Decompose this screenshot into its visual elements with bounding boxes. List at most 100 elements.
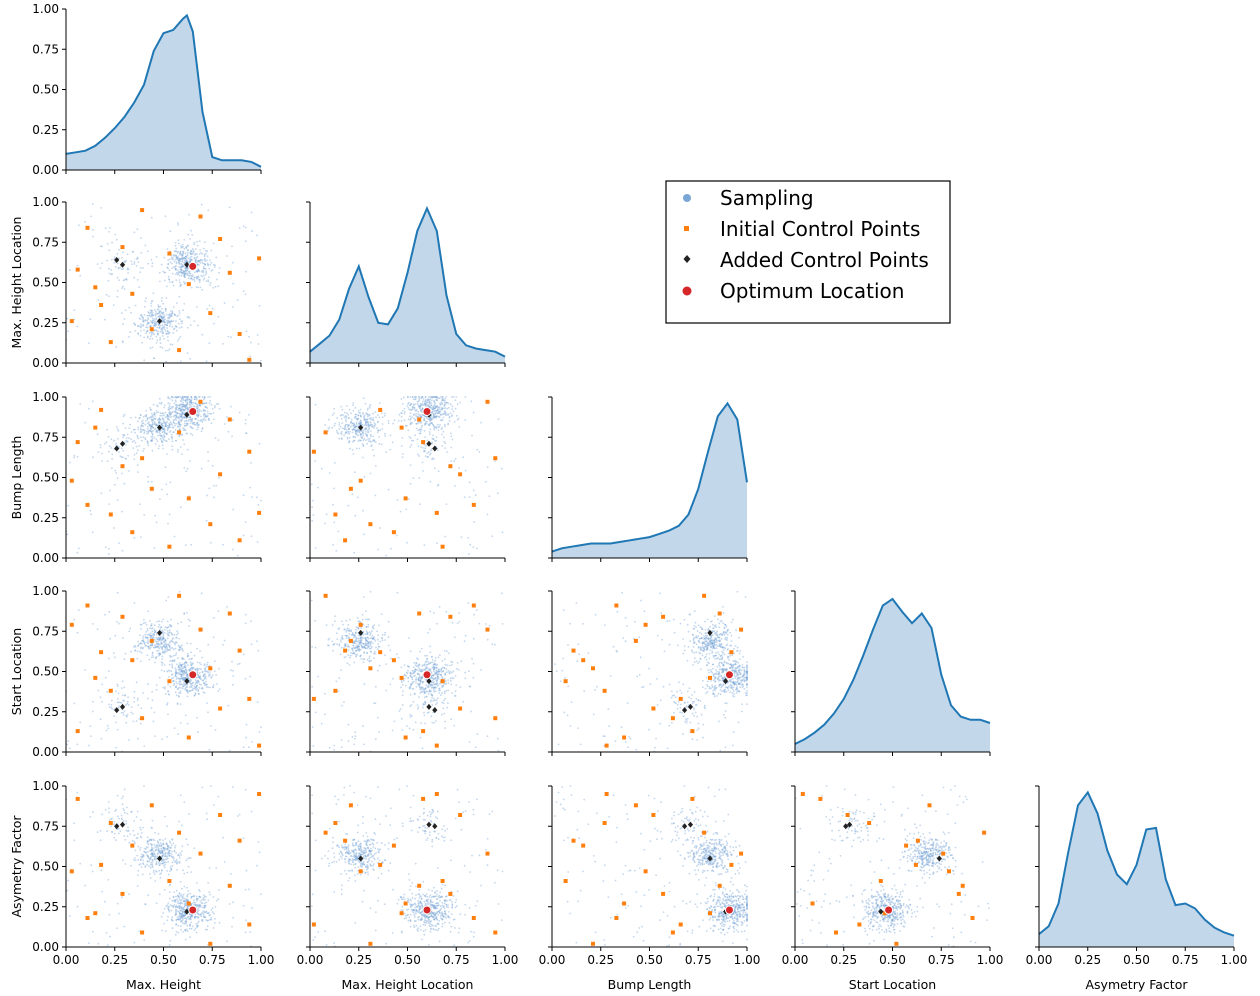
sampling-point [468, 670, 470, 672]
sampling-point [162, 428, 165, 431]
sampling-point [434, 401, 436, 404]
sampling-point [343, 646, 345, 649]
sampling-point [146, 430, 148, 433]
sampling-point [107, 727, 110, 730]
sampling-point [245, 330, 248, 333]
sampling-point [228, 749, 231, 752]
sampling-point [369, 634, 371, 636]
sampling-point [435, 436, 438, 438]
sampling-point [155, 423, 158, 425]
sampling-point [257, 649, 260, 652]
sampling-point [177, 340, 179, 342]
sampling-point [356, 496, 359, 499]
sampling-point [175, 325, 178, 328]
sampling-point [168, 269, 171, 271]
sampling-point [170, 319, 173, 322]
sampling-point [182, 280, 185, 283]
sampling-point [444, 697, 447, 700]
sampling-point [125, 458, 128, 460]
initial-control-point [323, 593, 328, 598]
sampling-point [149, 632, 152, 635]
sampling-point [157, 330, 159, 333]
sampling-point [431, 704, 434, 706]
initial-control-point [198, 214, 203, 219]
sampling-point [344, 426, 347, 429]
sampling-point [476, 448, 479, 451]
sampling-point [172, 654, 175, 657]
sampling-point [413, 413, 416, 416]
sampling-point [324, 692, 326, 695]
sampling-point [379, 527, 381, 529]
sampling-point [146, 425, 149, 428]
sampling-point [171, 257, 174, 260]
sampling-point [467, 537, 470, 539]
sampling-point [390, 657, 392, 660]
sampling-point [198, 270, 201, 273]
sampling-point [400, 717, 403, 720]
sampling-point [203, 409, 206, 412]
sampling-point [454, 690, 457, 693]
sampling-point [150, 315, 152, 318]
sampling-point [248, 335, 250, 338]
sampling-point [120, 702, 123, 704]
sampling-point [184, 255, 187, 258]
sampling-point [114, 634, 117, 637]
sampling-point [183, 276, 186, 279]
sampling-point [158, 431, 161, 434]
sampling-point [142, 422, 145, 425]
sampling-point [425, 660, 428, 663]
sampling-point [441, 660, 444, 662]
sampling-point [146, 336, 149, 339]
sampling-point [404, 684, 407, 687]
sampling-point [430, 715, 433, 718]
sampling-point [142, 320, 145, 322]
sampling-point [728, 659, 730, 661]
sampling-point [151, 691, 154, 693]
sampling-point [190, 398, 193, 400]
sampling-point [97, 451, 100, 453]
sampling-point [343, 701, 345, 703]
sampling-point [130, 650, 132, 653]
sampling-point [163, 324, 166, 326]
sampling-point [372, 435, 374, 438]
sampling-point [179, 336, 182, 338]
sampling-point [423, 402, 426, 405]
sampling-point [169, 321, 171, 324]
sampling-point [434, 440, 436, 442]
sampling-point [178, 645, 181, 648]
sampling-point [491, 643, 494, 646]
initial-control-point [120, 245, 125, 250]
sampling-point [181, 419, 183, 421]
sampling-point [434, 673, 436, 676]
sampling-point [180, 265, 183, 268]
sampling-point [167, 406, 170, 409]
sampling-point [213, 617, 215, 619]
sampling-point [251, 741, 253, 743]
sampling-point [180, 621, 183, 624]
sampling-point [189, 422, 192, 425]
sampling-point [184, 258, 187, 261]
sampling-point [153, 333, 156, 336]
sampling-point [345, 417, 348, 419]
sampling-point [401, 409, 404, 412]
initial-control-point [391, 530, 396, 535]
sampling-point [154, 310, 157, 313]
sampling-point [176, 258, 179, 260]
sampling-point [227, 430, 230, 433]
sampling-point [139, 634, 141, 637]
sampling-point [412, 728, 415, 731]
sampling-point [105, 441, 108, 444]
sampling-point [411, 408, 414, 411]
sampling-point [182, 309, 185, 312]
sampling-point [174, 399, 177, 402]
sampling-point [375, 646, 377, 649]
sampling-point [159, 418, 161, 421]
sampling-point [146, 442, 149, 445]
sampling-point [147, 444, 150, 447]
sampling-point [223, 639, 226, 642]
sampling-point [314, 460, 316, 462]
sampling-point [385, 663, 387, 665]
sampling-point [474, 494, 477, 497]
sampling-point [468, 685, 471, 688]
sampling-point [407, 665, 410, 668]
